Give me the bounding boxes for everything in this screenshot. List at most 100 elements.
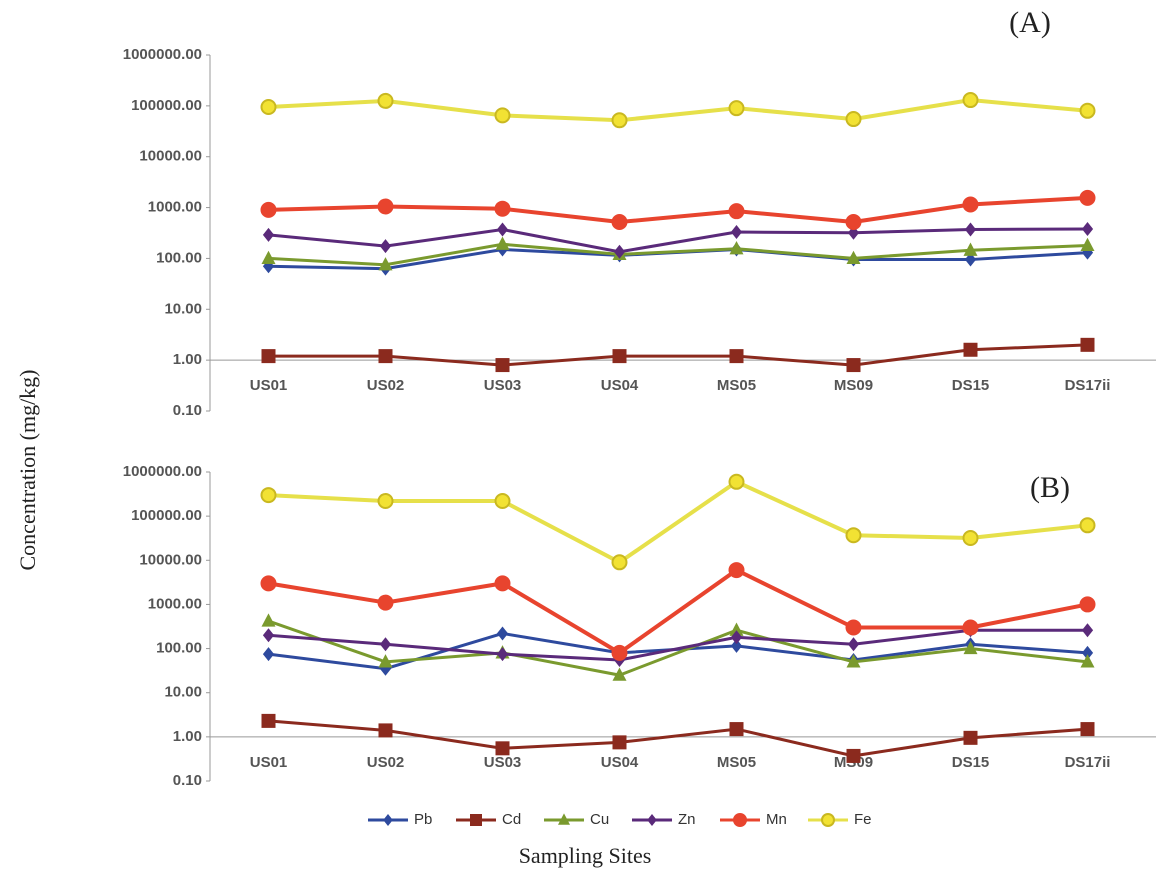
y-tick-label: 1000000.00 xyxy=(123,46,202,63)
data-point xyxy=(261,250,276,265)
x-tick-label: US02 xyxy=(367,377,405,394)
data-point xyxy=(378,257,393,271)
legend-marker xyxy=(383,814,393,826)
data-point xyxy=(729,722,744,737)
data-point xyxy=(1081,221,1094,236)
data-point xyxy=(730,638,743,653)
x-tick-label: MS09 xyxy=(834,377,873,394)
data-point xyxy=(1080,237,1095,252)
legend-label: Zn xyxy=(678,811,696,828)
data-point xyxy=(261,349,276,364)
x-tick-label: DS17ii xyxy=(1065,754,1111,771)
series-line xyxy=(268,479,1088,565)
legend-marker xyxy=(470,814,482,826)
data-point xyxy=(962,92,979,109)
data-point xyxy=(845,111,862,128)
data-point xyxy=(845,527,862,544)
data-point xyxy=(1081,245,1094,260)
x-tick-label: US01 xyxy=(250,754,288,771)
data-point xyxy=(963,342,978,357)
x-tick-label: DS15 xyxy=(952,754,990,771)
data-point xyxy=(262,647,275,662)
y-tick-label: 10000.00 xyxy=(139,148,202,165)
legend-marker xyxy=(558,813,570,825)
data-point xyxy=(728,203,745,220)
data-point xyxy=(728,473,745,490)
x-tick-label: US04 xyxy=(601,377,639,394)
data-point xyxy=(845,214,862,231)
legend-marker xyxy=(821,813,835,827)
data-point xyxy=(1079,517,1096,534)
y-tick-label: 100.00 xyxy=(156,640,202,657)
data-point xyxy=(846,358,861,373)
data-point xyxy=(963,242,978,256)
data-point xyxy=(612,667,627,681)
data-point xyxy=(494,200,511,217)
data-point xyxy=(377,198,394,215)
legend-label: Mn xyxy=(766,811,787,828)
y-tick-label: 10000.00 xyxy=(139,551,202,568)
y-tick-label: 1000.00 xyxy=(148,199,202,216)
x-tick-label: US02 xyxy=(367,754,405,771)
data-point xyxy=(730,630,743,645)
x-tick-label: US04 xyxy=(601,754,639,771)
data-point xyxy=(964,222,977,237)
y-tick-label: 100.00 xyxy=(156,249,202,266)
series-line xyxy=(268,343,1088,367)
data-point xyxy=(378,654,393,668)
data-point xyxy=(260,201,277,218)
data-point xyxy=(846,654,861,668)
x-tick-label: MS05 xyxy=(717,754,756,771)
data-point xyxy=(262,227,275,242)
legend-label: Pb xyxy=(414,811,432,828)
data-point xyxy=(728,562,745,579)
series-line xyxy=(268,719,1088,758)
series-line xyxy=(268,567,1088,656)
data-point xyxy=(494,575,511,592)
data-point xyxy=(377,92,394,109)
data-point xyxy=(496,222,509,237)
data-point xyxy=(1081,645,1094,660)
x-tick-label: MS05 xyxy=(717,377,756,394)
data-point xyxy=(1079,102,1096,119)
data-point xyxy=(962,619,979,636)
series-line xyxy=(268,98,1088,123)
data-point xyxy=(494,493,511,510)
legend-label: Fe xyxy=(854,811,872,828)
panel-label: (A) xyxy=(1009,6,1051,39)
data-point xyxy=(495,236,510,250)
x-tick-label: US01 xyxy=(250,377,288,394)
data-point xyxy=(377,594,394,611)
data-point xyxy=(611,112,628,129)
data-point xyxy=(379,239,392,254)
data-point xyxy=(612,735,627,750)
data-point xyxy=(495,741,510,756)
series-line xyxy=(268,195,1088,225)
x-axis-label: Sampling Sites xyxy=(519,843,652,868)
y-tick-label: 10.00 xyxy=(164,684,202,701)
y-tick-label: 0.10 xyxy=(173,402,202,419)
data-point xyxy=(612,349,627,364)
data-point xyxy=(378,349,393,364)
data-point xyxy=(729,349,744,364)
y-tick-label: 100000.00 xyxy=(131,507,202,524)
y-tick-label: 1000.00 xyxy=(148,595,202,612)
data-point xyxy=(495,358,510,373)
data-point xyxy=(611,554,628,571)
y-tick-label: 10.00 xyxy=(164,300,202,317)
data-point xyxy=(611,644,628,661)
series-line xyxy=(268,227,1088,254)
data-point xyxy=(377,493,394,510)
data-point xyxy=(260,98,277,115)
data-point xyxy=(494,107,511,124)
data-point xyxy=(496,626,509,641)
x-tick-label: US03 xyxy=(484,754,522,771)
y-tick-label: 100000.00 xyxy=(131,97,202,114)
data-point xyxy=(379,637,392,652)
data-point xyxy=(962,196,979,213)
data-point xyxy=(1080,722,1095,737)
data-point xyxy=(260,575,277,592)
y-axis-label: Concentration (mg/kg) xyxy=(15,369,40,570)
